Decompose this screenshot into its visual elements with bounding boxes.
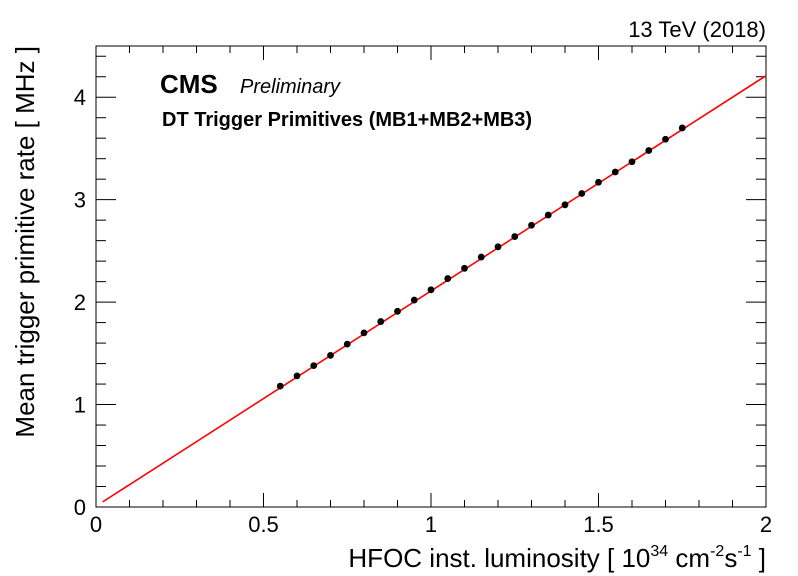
status-label: Preliminary: [240, 76, 341, 98]
data-point: [394, 307, 401, 315]
x-axis-title-mid2: s: [724, 543, 737, 573]
data-point: [293, 372, 301, 380]
y-tick-label: 0: [74, 495, 86, 520]
x-axis-title-mid: cm: [668, 543, 710, 573]
data-point: [444, 275, 452, 282]
data-point: [360, 329, 368, 337]
x-axis-title-sup3: -1: [737, 543, 751, 560]
data-point: [628, 158, 636, 166]
axis-tick-labels: 0 0.5 1 1.5 2 0 1 2 3 4: [74, 85, 772, 537]
data-point: [511, 233, 519, 240]
data-point: [377, 318, 385, 325]
data-point: [410, 296, 418, 304]
x-axis-title-sup1: 34: [650, 543, 668, 560]
data-point: [494, 243, 502, 251]
data-point: [310, 362, 318, 370]
y-tick-label: 3: [74, 188, 86, 213]
y-tick-label: 4: [74, 85, 86, 110]
data-point: [662, 135, 669, 143]
data-point: [427, 286, 435, 294]
energy-label: 13 TeV (2018): [628, 17, 766, 42]
chart-subtitle: DT Trigger Primitives (MB1+MB2+MB3): [162, 109, 532, 131]
experiment-label: CMS: [160, 69, 218, 99]
data-point: [528, 221, 535, 229]
data-point: [578, 190, 586, 197]
x-tick-label: 0: [90, 512, 102, 537]
data-point: [595, 178, 602, 186]
data-point: [611, 168, 619, 176]
data-point: [461, 264, 468, 272]
data-point: [276, 382, 284, 390]
x-axis-title: HFOC inst. luminosity [ 1034 cm-2s-1 ]: [348, 543, 766, 573]
data-points: [276, 124, 686, 390]
x-axis-title-sup2: -2: [710, 543, 724, 560]
x-axis-title-end: ]: [752, 543, 766, 573]
data-point: [678, 124, 686, 132]
fit-line: [102, 75, 767, 503]
x-axis-title-main: HFOC inst. luminosity [ 10: [348, 543, 650, 573]
x-tick-label: 1: [425, 512, 437, 537]
data-point: [343, 340, 351, 348]
axis-ticks: [95, 46, 767, 508]
data-point: [327, 351, 334, 359]
x-tick-label: 2: [760, 512, 772, 537]
fit-line-group: [102, 75, 767, 503]
x-tick-label: 1.5: [583, 512, 614, 537]
data-point: [477, 253, 485, 261]
data-point: [544, 211, 552, 219]
y-axis-title: Mean trigger primitive rate [ MHz ]: [10, 46, 40, 438]
x-tick-label: 0.5: [248, 512, 279, 537]
y-tick-label: 1: [74, 393, 86, 418]
y-tick-label: 2: [74, 290, 86, 315]
data-point: [561, 201, 569, 209]
data-point: [645, 147, 653, 154]
